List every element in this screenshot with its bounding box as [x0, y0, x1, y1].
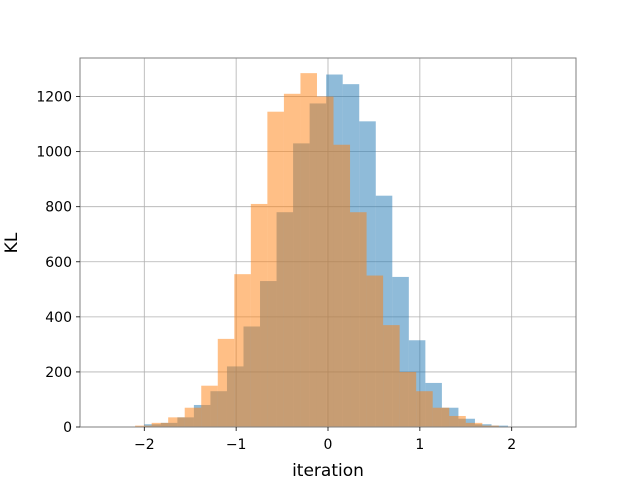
histogram-bar-series-2 [250, 203, 268, 427]
histogram-bar-series-1 [458, 418, 475, 427]
y-tick-label: 200 [45, 365, 72, 381]
x-tick-label: 1 [415, 437, 424, 453]
histogram-bar-series-2 [151, 422, 169, 427]
histogram-bar-series-2 [217, 338, 235, 427]
histogram-bar-series-2 [135, 425, 152, 427]
histogram-bar-series-2 [350, 212, 367, 427]
y-tick-label: 1000 [36, 145, 72, 161]
y-tick-label: 600 [45, 255, 72, 271]
y-axis-label: KL [2, 232, 22, 253]
histogram-bar-series-2 [432, 407, 450, 427]
histogram-bar-series-2 [283, 93, 301, 427]
x-axis-ticks: −2 −1 0 1 2 [134, 427, 516, 453]
histogram-bar-series-2 [184, 407, 202, 427]
x-tick-label: −1 [226, 437, 247, 453]
histogram-bar-series-2 [416, 391, 433, 427]
histogram-bar-series-2 [465, 422, 483, 427]
y-tick-label: 400 [45, 310, 72, 326]
histogram-bar-series-2 [366, 275, 384, 427]
y-tick-label: 800 [45, 200, 72, 216]
x-tick-label: 0 [324, 437, 333, 453]
x-tick-label: −2 [134, 437, 155, 453]
histogram-bar-series-2 [449, 415, 466, 427]
histogram-bar-series-2 [168, 417, 185, 427]
x-tick-label: 2 [507, 437, 516, 453]
y-tick-label: 0 [63, 420, 72, 436]
y-axis-ticks: 0 200 400 600 800 1000 1200 [36, 90, 80, 436]
histogram-bar-series-2 [201, 385, 218, 427]
x-axis-label: iteration [292, 461, 364, 480]
y-tick-label: 1200 [36, 90, 72, 106]
histogram-bar-series-2 [300, 73, 317, 428]
histogram-bars [135, 73, 509, 428]
histogram-bar-series-2 [333, 144, 351, 427]
histogram-bar-series-2 [399, 371, 417, 427]
histogram-bar-series-2 [482, 425, 499, 427]
histogram-bar-series-2 [234, 274, 251, 427]
histogram-bar-series-2 [267, 111, 284, 428]
histogram-bar-series-2 [316, 96, 334, 427]
histogram-bar-series-2 [383, 325, 400, 427]
histogram-bar-series-1 [491, 425, 509, 427]
